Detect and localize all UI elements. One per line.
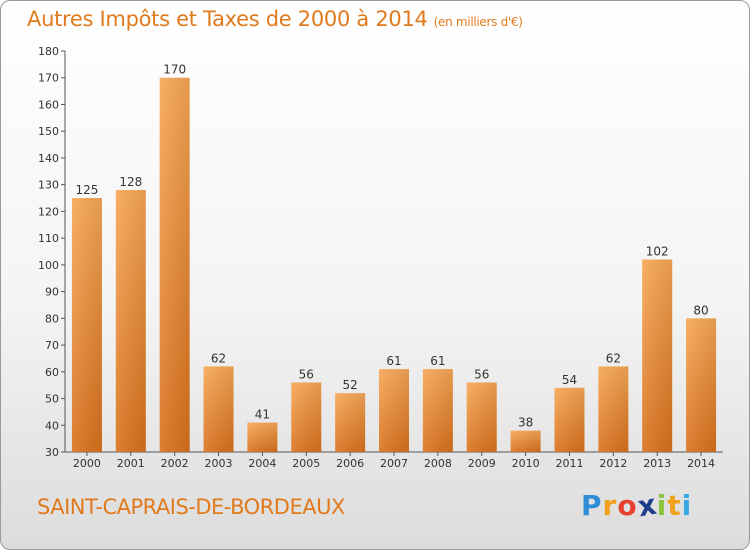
y-tick-label: 100 [38, 259, 59, 272]
bar-value-label: 52 [342, 378, 357, 392]
commune-name: SAINT-CAPRAIS-DE-BORDEAUX [37, 495, 345, 519]
logo-letter: o [617, 489, 638, 522]
x-tick-label: 2007 [380, 457, 408, 470]
y-tick-label: 180 [38, 45, 59, 58]
x-tick-label: 2013 [643, 457, 671, 470]
y-tick-label: 150 [38, 125, 59, 138]
y-tick-label: 80 [45, 312, 59, 325]
y-tick-label: 60 [45, 366, 59, 379]
bar-shade [686, 318, 717, 452]
bar-value-label: 56 [474, 367, 489, 381]
logo-letter: i [681, 489, 693, 522]
x-tick-label: 2009 [468, 457, 496, 470]
bar-value-label: 170 [163, 63, 186, 77]
y-tick-label: 140 [38, 152, 59, 165]
y-tick-label: 130 [38, 179, 59, 192]
x-tick-label: 2008 [424, 457, 452, 470]
x-tick-label: 2010 [512, 457, 540, 470]
bar-value-label: 62 [211, 351, 226, 365]
bar-shade [379, 369, 409, 452]
logo-letter: P [581, 489, 603, 522]
bars: 125 128 170 62 41 56 52 61 61 56 38 54 62 102 80 [71, 63, 717, 452]
x-tick-label: 2005 [292, 457, 320, 470]
bar-shade [642, 259, 673, 452]
x-tick-label: 2011 [555, 457, 583, 470]
x-tick-label: 2003 [205, 457, 233, 470]
bar-shade [247, 422, 278, 452]
bar-shade [291, 382, 322, 452]
y-tick-label: 170 [38, 72, 59, 85]
bar-value-label: 62 [606, 351, 621, 365]
bar-shade [71, 198, 102, 452]
logo-letter: r [602, 489, 618, 522]
y-tick-label: 110 [38, 232, 59, 245]
x-tick-label: 2002 [161, 457, 189, 470]
bar-value-label: 128 [119, 175, 142, 189]
y-tick-label: 40 [45, 419, 59, 432]
bar-value-label: 102 [646, 245, 669, 259]
bar-shade [466, 382, 497, 452]
y-tick-label: 50 [45, 393, 59, 406]
logo-letter: t [667, 489, 682, 522]
x-tick-label: 2012 [599, 457, 627, 470]
bar-value-label: 41 [255, 408, 270, 422]
bar-value-label: 54 [562, 373, 577, 387]
x-tick-label: 2006 [336, 457, 364, 470]
proxiti-logo: Proxiti [581, 488, 693, 524]
bar-shade [598, 366, 629, 452]
y-tick-label: 70 [45, 339, 59, 352]
bar-shade [115, 190, 146, 452]
bar-shade [422, 369, 453, 452]
y-tick-label: 30 [45, 446, 59, 459]
bar-value-label: 125 [75, 183, 98, 197]
x-tick-label: 2014 [687, 457, 715, 470]
logo-letter: i [656, 489, 668, 522]
bar-shade [203, 366, 234, 452]
bar-shade [554, 387, 585, 452]
bar-value-label: 61 [386, 354, 401, 368]
y-tick-label: 120 [38, 205, 59, 218]
x-tick-label: 2004 [248, 457, 276, 470]
x-tick-label: 2000 [73, 457, 101, 470]
chart-unit: (en milliers d'€) [433, 15, 523, 29]
axes: 30 40 50 60 70 80 90 100 110 120 130 140 150 160 170 18… [38, 45, 723, 470]
chart-title: Autres Impôts et Taxes de 2000 à 2014 (en… [27, 7, 523, 31]
chart-title-text: Autres Impôts et Taxes de 2000 à 2014 [27, 7, 428, 31]
y-tick-label: 90 [45, 286, 59, 299]
bar-value-label: 38 [518, 416, 533, 430]
bar-shade [335, 393, 366, 452]
bar-shade [510, 430, 541, 452]
x-tick-label: 2001 [117, 457, 145, 470]
bar-value-label: 61 [430, 354, 445, 368]
bar-shade [159, 77, 190, 452]
bar-value-label: 56 [299, 367, 314, 381]
y-tick-label: 160 [38, 98, 59, 111]
bar-value-label: 80 [693, 303, 708, 317]
